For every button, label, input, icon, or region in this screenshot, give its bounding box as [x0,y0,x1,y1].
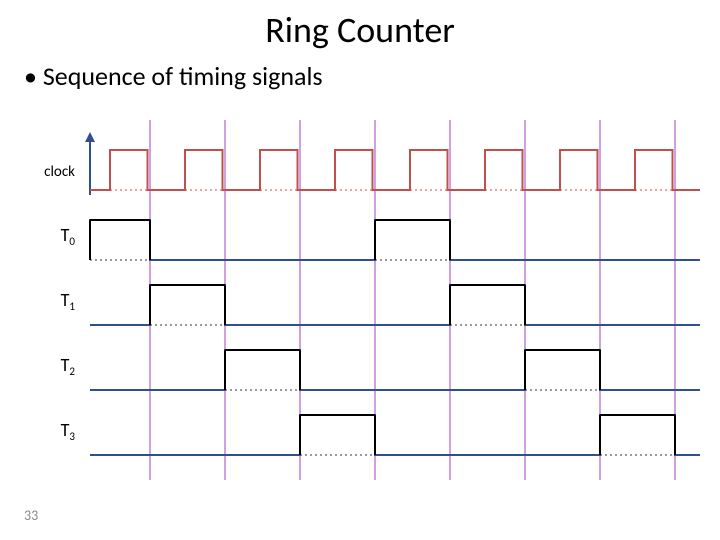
page-number: 33 [24,507,38,524]
svg-text:clock: clock [44,163,75,181]
timing-diagram: clock T0 T1 T2 T3 [30,120,700,490]
svg-text:T1: T1 [61,289,76,313]
bullet-text: Sequence of timing signals [0,52,720,92]
page-title: Ring Counter [0,0,720,52]
svg-text:T2: T2 [61,354,76,378]
timing-svg: clock T0 T1 T2 T3 [30,120,700,490]
svg-text:T0: T0 [61,224,76,248]
svg-text:T3: T3 [61,419,76,443]
